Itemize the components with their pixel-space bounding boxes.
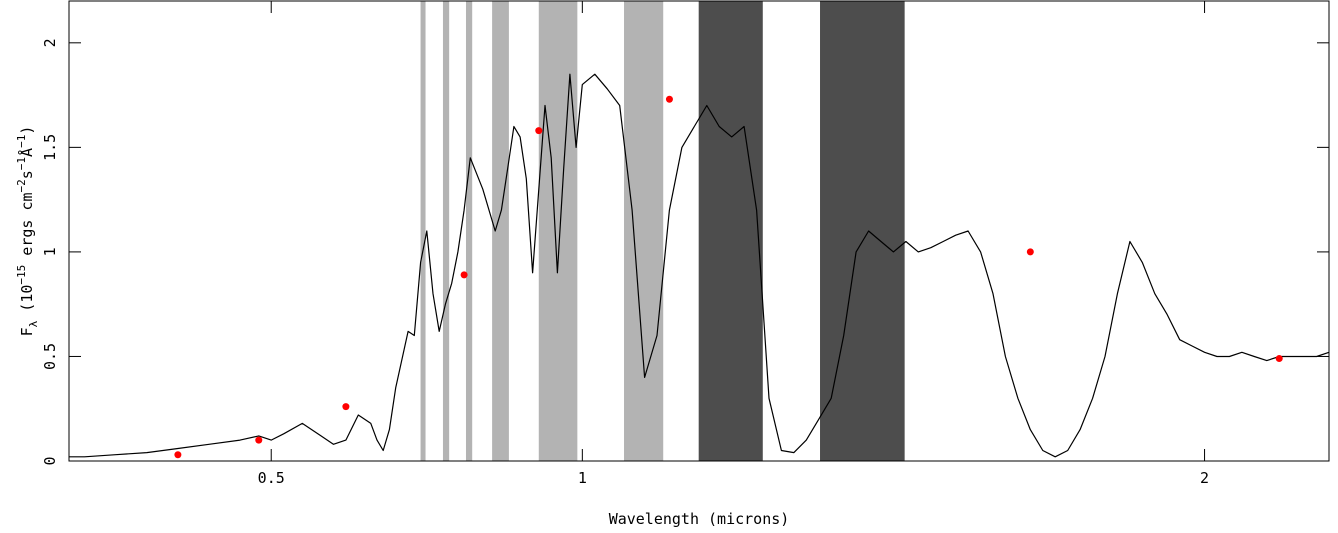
y-label-mid3: Å (17, 148, 36, 157)
photometry-point-3 (342, 403, 350, 411)
y-tick-label-4: 1.5 (41, 134, 59, 161)
shaded-band-3 (465, 1, 473, 461)
shaded-band-4 (492, 1, 509, 461)
shaded-band-5 (538, 1, 578, 461)
y-tick-label-3: 1 (41, 247, 59, 256)
y-label-mid1: ergs cm (18, 192, 36, 264)
y-label-exp1: −15 (15, 265, 28, 285)
photometry-point-4 (460, 271, 468, 279)
photometry-point-8 (1275, 355, 1283, 363)
y-label-exp4: −1 (15, 135, 28, 148)
plot-frame (68, 0, 1330, 462)
x-tick-label-3: 2 (1200, 469, 1209, 487)
photometry-point-6 (665, 95, 673, 103)
y-label-open: (10 (18, 285, 36, 321)
spectrum-line (69, 73, 1330, 458)
y-tick-label-2: 0.5 (41, 343, 59, 370)
shaded-band-1 (420, 1, 426, 461)
photometry-point-1 (174, 451, 182, 459)
y-label-exp2: −2 (15, 179, 28, 192)
x-tick-label-2: 1 (578, 469, 587, 487)
series-layer (69, 73, 1330, 459)
photometry-point-7 (1026, 248, 1034, 256)
y-label-exp3: −1 (15, 157, 28, 170)
y-label-sub: λ (27, 320, 40, 327)
y-label-close: ) (18, 126, 36, 135)
shaded-band-7 (698, 1, 763, 461)
y-label-mid2: s (18, 170, 36, 179)
shaded-band-2 (442, 1, 450, 461)
x-axis-label: Wavelength (microns) (609, 510, 790, 528)
photometry-point-2 (255, 436, 263, 444)
y-label-base: F (18, 327, 36, 336)
y-tick-label-1: 0 (41, 456, 59, 465)
shaded-band-6 (624, 1, 664, 461)
x-tick-label-1: 0.5 (258, 469, 285, 487)
y-axis-label: Fλ (10−15 ergs cm−2s−1Å−1) (15, 126, 40, 337)
axis-ticks: 0.5 1 2 0 0.5 1 1.5 2 (41, 1, 1329, 487)
photometry-point-5 (535, 127, 543, 135)
y-tick-label-5: 2 (41, 38, 59, 47)
